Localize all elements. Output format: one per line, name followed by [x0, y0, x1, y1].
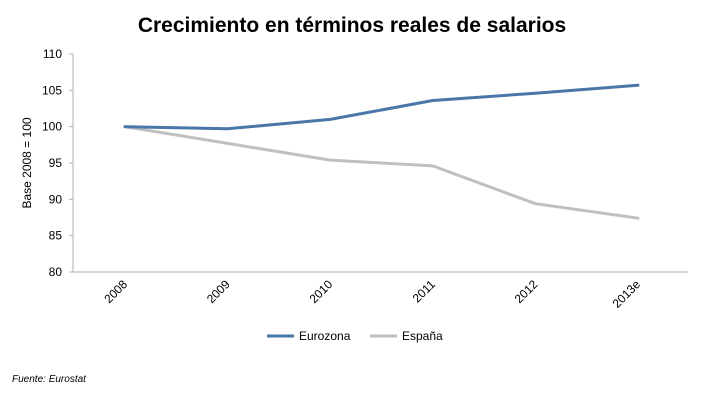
legend-label: España [402, 329, 443, 343]
series-line-eurozona [123, 83, 640, 131]
legend: Eurozona España [267, 329, 443, 343]
x-axis-ticks: 2008 2009 2010 2011 2012 2013e [101, 277, 643, 311]
series-line-españa [123, 125, 640, 220]
x-tick-label: 2011 [410, 277, 438, 305]
y-tick-label: 90 [49, 192, 63, 206]
y-tick-label: 80 [49, 265, 63, 279]
x-tick-label: 2009 [204, 277, 233, 306]
x-tick-label: 2012 [512, 277, 541, 306]
x-tick-label: 2008 [101, 277, 130, 306]
chart-title: Crecimiento en términos reales de salari… [138, 14, 566, 37]
y-tick-label: 100 [42, 120, 62, 134]
legend-label: Eurozona [299, 329, 351, 343]
y-tick-label: 85 [49, 229, 63, 243]
y-tick-label: 110 [43, 47, 62, 61]
y-tick-label: 105 [42, 83, 62, 97]
x-tick-label: 2010 [307, 277, 336, 306]
source-note: Fuente: Eurostat [12, 374, 87, 385]
y-tick-label: 95 [49, 156, 63, 170]
series-lines [123, 83, 640, 220]
y-axis-ticks: 110 105 100 95 90 85 80 [42, 47, 73, 279]
y-axis-label: Base 2008 = 100 [20, 117, 34, 208]
x-tick-label: 2013e [610, 277, 644, 311]
